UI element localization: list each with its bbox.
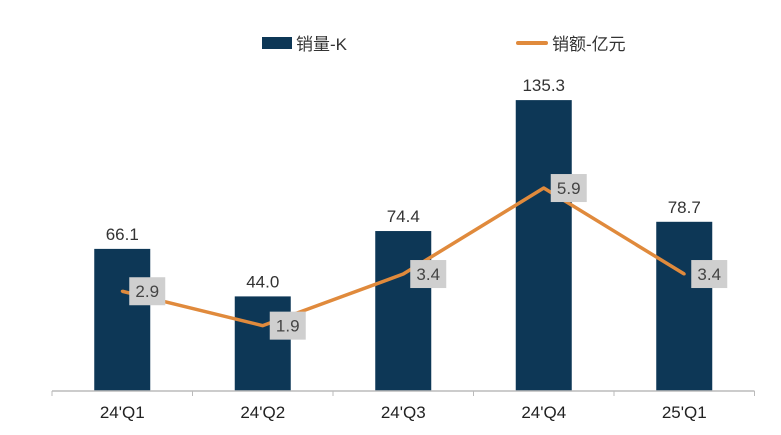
bar-value-label: 66.1	[106, 225, 139, 244]
legend-label: 销额-亿元	[552, 35, 626, 54]
line-value-box	[129, 277, 166, 306]
line-point	[261, 324, 265, 328]
line-point	[120, 289, 124, 293]
bar-value-label: 135.3	[522, 76, 565, 95]
x-tick-label: 24'Q2	[240, 403, 285, 422]
line-value-box	[269, 311, 306, 340]
bar-value-label: 74.4	[387, 207, 420, 226]
bar-value-label: 44.0	[246, 272, 279, 291]
legend-label: 销量-K	[296, 35, 347, 54]
legend-item-sales-volume: 销量-K	[262, 30, 347, 55]
x-tick-label: 24'Q3	[381, 403, 426, 422]
x-tick-label: 24'Q4	[521, 403, 566, 422]
bar	[375, 231, 432, 391]
bar-value-label: 78.7	[668, 198, 701, 217]
line-value-label: 3.4	[697, 265, 721, 284]
legend-swatch-line	[516, 40, 548, 45]
bar	[94, 248, 151, 391]
line-value-label: 3.4	[416, 265, 440, 284]
line-value-label: 5.9	[557, 179, 581, 198]
line-value-label: 2.9	[135, 282, 159, 301]
line-value-label: 1.9	[276, 317, 300, 336]
line-point	[401, 272, 405, 276]
line-point	[542, 186, 546, 190]
line-point	[682, 272, 686, 276]
line-value-box	[550, 174, 587, 203]
line-value-box	[410, 260, 447, 289]
bar	[234, 296, 291, 391]
line-value-box	[691, 260, 728, 289]
x-tick-label: 24'Q1	[100, 403, 145, 422]
legend-item-sales-amount: 销额-亿元	[516, 30, 626, 55]
legend-swatch-bar	[262, 36, 292, 49]
bar	[515, 100, 572, 391]
x-tick-label: 25'Q1	[662, 403, 707, 422]
bar	[656, 221, 713, 391]
